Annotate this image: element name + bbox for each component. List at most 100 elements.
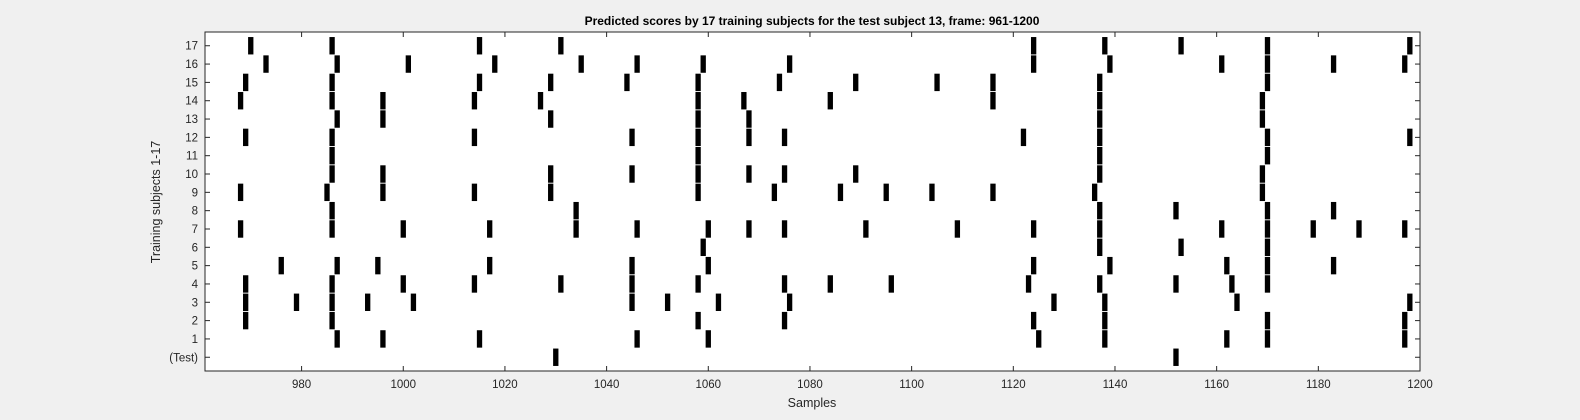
score-mark [695, 165, 701, 183]
score-mark [1173, 348, 1179, 366]
score-mark [578, 55, 584, 73]
score-mark [629, 275, 635, 293]
score-mark [990, 73, 996, 92]
x-tick-label: 1000 [390, 379, 416, 391]
score-mark [263, 55, 269, 73]
score-mark [487, 256, 493, 275]
y-axis-label: Training subjects 1-17 [149, 141, 163, 264]
score-mark [1030, 311, 1037, 330]
score-mark [471, 183, 478, 202]
score-mark [1173, 201, 1179, 220]
score-mark [1407, 37, 1413, 55]
x-tick-label: 1040 [594, 379, 620, 391]
score-mark [990, 183, 996, 202]
y-tick-label: 10 [185, 169, 198, 181]
score-mark [741, 92, 747, 110]
score-mark [1259, 92, 1266, 110]
score-mark [243, 293, 249, 311]
score-mark [1102, 293, 1108, 311]
y-tick-label: 2 [192, 316, 198, 328]
score-mark [334, 110, 340, 128]
score-mark [329, 146, 335, 165]
score-mark [1264, 37, 1271, 55]
score-mark [1234, 293, 1240, 311]
data-marks [237, 37, 1413, 366]
y-tick-label: 6 [192, 242, 198, 254]
score-mark [771, 183, 778, 202]
score-mark [634, 55, 640, 73]
score-mark [329, 128, 335, 147]
score-mark [1356, 220, 1362, 238]
score-mark [700, 55, 706, 73]
score-mark [329, 92, 335, 110]
score-mark [1107, 55, 1113, 73]
score-mark [548, 165, 554, 183]
score-mark [375, 256, 381, 275]
score-mark [664, 293, 671, 311]
score-mark [558, 37, 564, 55]
score-mark [1051, 293, 1057, 311]
score-mark [776, 73, 783, 92]
plot-frame [204, 31, 1421, 372]
score-mark [634, 220, 640, 238]
y-tick-label: 1 [192, 334, 198, 346]
score-mark [1229, 275, 1235, 293]
x-tick-label: 1140 [1103, 379, 1128, 391]
score-mark [705, 330, 711, 348]
score-mark [558, 275, 564, 293]
score-mark [537, 92, 544, 110]
score-mark [1036, 330, 1042, 348]
score-mark [1097, 110, 1103, 128]
score-mark [715, 293, 722, 311]
score-mark [695, 311, 701, 330]
score-mark [405, 55, 412, 73]
score-mark [278, 256, 284, 275]
score-mark [1030, 55, 1037, 73]
score-mark [781, 311, 788, 330]
score-mark [1259, 183, 1266, 202]
x-tick-label: 1200 [1407, 379, 1433, 391]
score-mark [334, 330, 340, 348]
score-mark [705, 256, 711, 275]
score-mark [1097, 73, 1103, 92]
y-tick-label: 12 [185, 132, 198, 144]
score-mark [786, 293, 793, 311]
score-mark [827, 275, 833, 293]
score-mark [548, 110, 554, 128]
score-mark [548, 183, 554, 202]
x-tick-label: 1020 [492, 379, 518, 391]
score-mark [1030, 37, 1037, 55]
score-mark [1102, 37, 1108, 55]
score-mark [786, 55, 793, 73]
score-mark [248, 37, 254, 55]
score-mark [243, 73, 249, 92]
score-mark [695, 110, 701, 128]
score-mark [1259, 165, 1266, 183]
score-mark [410, 293, 417, 311]
score-mark [629, 256, 635, 275]
plot-area [205, 32, 1420, 371]
score-mark [934, 73, 940, 92]
score-mark [1224, 256, 1230, 275]
score-mark [400, 220, 406, 238]
y-tick-label: 17 [185, 41, 198, 53]
chart-title: Predicted scores by 17 training subjects… [585, 14, 1040, 28]
score-mark [781, 165, 788, 183]
x-tick-label: 980 [292, 379, 311, 391]
score-mark [1173, 275, 1179, 293]
score-mark [1030, 220, 1037, 238]
score-mark [1097, 238, 1103, 257]
score-mark [553, 348, 559, 366]
score-mark [380, 330, 386, 348]
score-mark [1178, 238, 1184, 257]
score-mark [1264, 128, 1271, 147]
score-mark [329, 275, 335, 293]
score-mark [746, 165, 752, 183]
score-mark [293, 293, 300, 311]
score-mark [400, 275, 406, 293]
score-mark [1264, 220, 1271, 238]
score-mark [863, 220, 869, 238]
score-mark [1407, 128, 1413, 147]
